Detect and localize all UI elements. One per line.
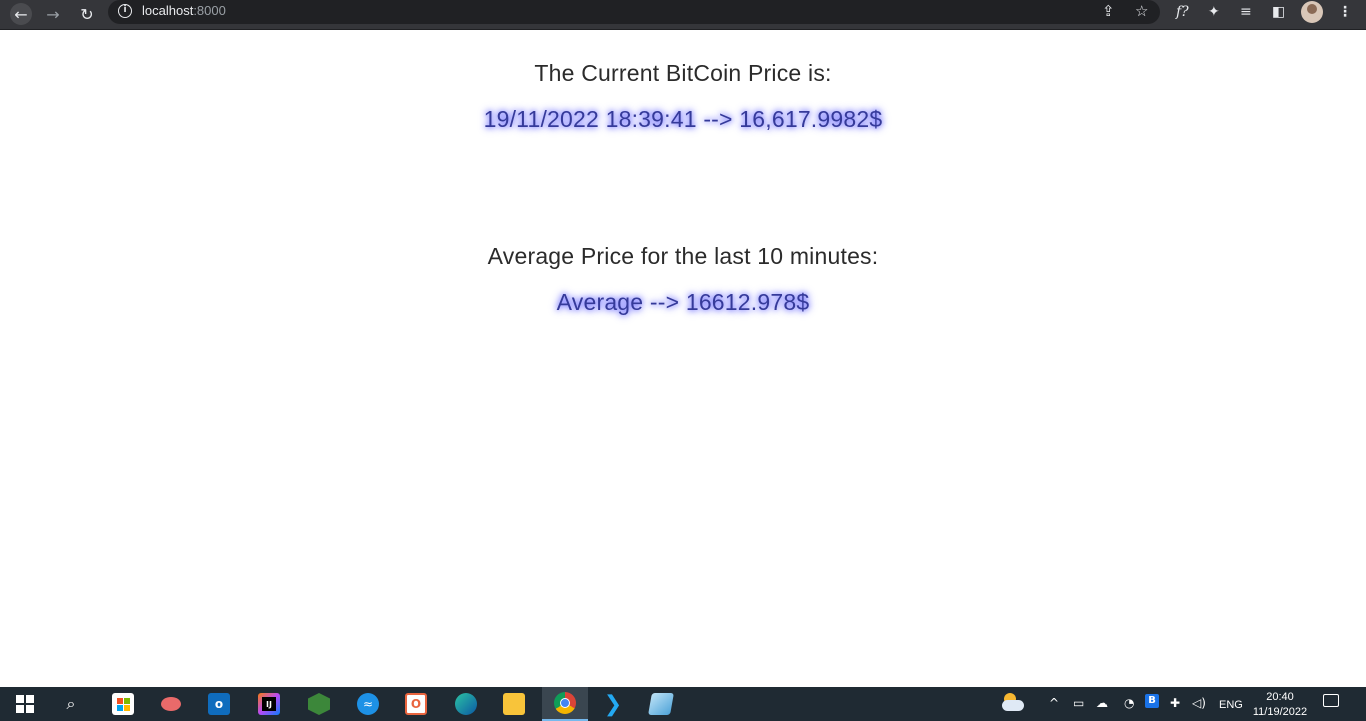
microsoft-store-icon[interactable]	[112, 693, 134, 715]
url-text[interactable]: localhost:8000	[142, 3, 226, 18]
notification-icon[interactable]	[1323, 694, 1339, 707]
wifi-icon[interactable]: ◔	[1124, 696, 1135, 710]
file-explorer-icon[interactable]	[503, 693, 525, 715]
notepad-icon[interactable]	[648, 693, 674, 715]
onedrive-icon[interactable]: ☁	[1096, 696, 1108, 710]
outlook-icon[interactable]: o	[208, 693, 230, 715]
url-port: :8000	[193, 3, 226, 18]
clock-time: 20:40	[1266, 691, 1294, 703]
star-icon[interactable]: ☆	[1135, 2, 1149, 20]
browser-toolbar: ← → ↻ i localhost:8000 ⇪ ☆ f? ✦ ≡ ◧ ⋮	[0, 0, 1366, 30]
back-arrow-icon[interactable]: ←	[10, 3, 32, 25]
share-icon[interactable]: ⇪	[1102, 2, 1115, 20]
shield-icon[interactable]: ✚	[1170, 696, 1181, 710]
language-indicator[interactable]: ENG	[1219, 699, 1243, 711]
intellij-icon[interactable]: IJ	[258, 693, 280, 715]
profile-avatar[interactable]	[1301, 1, 1323, 23]
puzzle-icon[interactable]: ✦	[1208, 4, 1220, 20]
reload-icon[interactable]: ↻	[80, 4, 94, 24]
search-icon[interactable]: ⌕	[66, 694, 76, 713]
bluetooth-app-icon[interactable]: B	[1145, 694, 1159, 708]
average-price-heading: Average Price for the last 10 minutes:	[487, 243, 879, 269]
snipping-tool-icon[interactable]	[160, 693, 182, 715]
chrome-icon[interactable]	[542, 687, 588, 721]
battery-icon[interactable]: ▭	[1073, 696, 1085, 710]
info-icon[interactable]: i	[118, 4, 132, 18]
kebab-menu-icon[interactable]: ⋮	[1338, 4, 1352, 20]
docker-icon[interactable]: ≈	[357, 693, 379, 715]
current-price-value: 19/11/2022 18:39:41 --> 16,617.9982$	[483, 106, 883, 132]
average-price-value: Average --> 16612.978$	[556, 289, 810, 315]
forward-arrow-icon[interactable]: →	[46, 4, 60, 24]
weather-icon[interactable]	[1000, 692, 1026, 714]
fx-extension-icon[interactable]: f?	[1176, 4, 1189, 20]
chevron-up-icon[interactable]: ^	[1049, 696, 1060, 710]
current-price-heading: The Current BitCoin Price is:	[534, 60, 832, 86]
start-icon[interactable]	[14, 693, 36, 715]
volume-icon[interactable]: ◁)	[1192, 696, 1206, 710]
side-panel-icon[interactable]: ◧	[1272, 4, 1286, 20]
windows-taskbar: ⌕ o IJ ≈ O ❯ ^ ▭ ☁ ◔ B ✚ ◁) ENG 20:40 11…	[0, 687, 1366, 721]
edge-icon[interactable]	[455, 693, 477, 715]
clock[interactable]: 20:40 11/19/2022	[1249, 690, 1311, 720]
office-icon[interactable]: O	[405, 693, 427, 715]
nodejs-icon[interactable]	[308, 693, 330, 715]
clock-date: 11/19/2022	[1252, 706, 1308, 718]
page-content: The Current BitCoin Price is: 19/11/2022…	[0, 30, 1366, 687]
address-bar[interactable]: i localhost:8000 ⇪ ☆	[108, 0, 1160, 24]
vscode-icon[interactable]: ❯	[603, 691, 623, 717]
media-control-icon[interactable]: ≡	[1240, 4, 1252, 20]
url-host: localhost	[142, 3, 194, 18]
